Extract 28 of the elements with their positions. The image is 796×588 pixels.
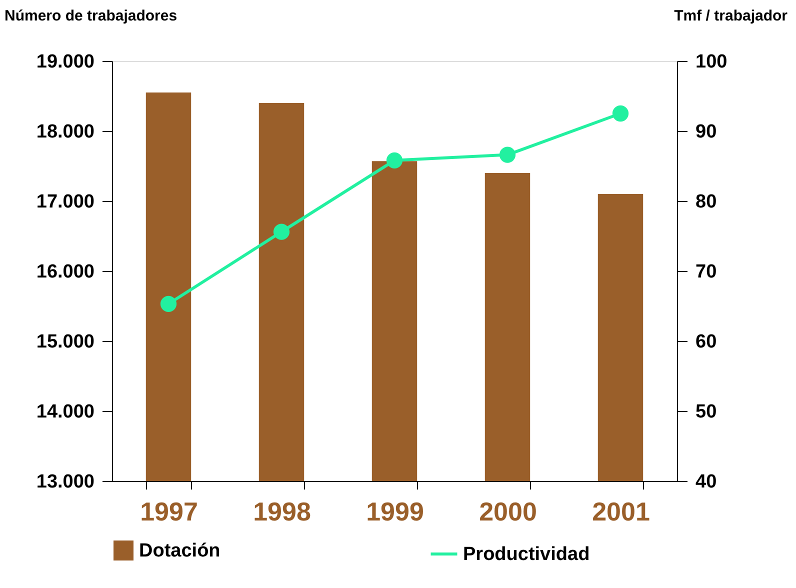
y-tick-label: 19.000	[36, 52, 94, 72]
point	[499, 146, 516, 163]
point	[160, 296, 177, 312]
y-tick-label: 17.000	[36, 192, 94, 212]
legend-label: Dotación	[139, 540, 220, 562]
legend-label: Productividad	[463, 544, 590, 565]
y2-tick-label: 50	[696, 402, 717, 422]
y2-tick-label: 80	[696, 192, 717, 212]
point	[612, 105, 629, 122]
y-tick-label: 15.000	[36, 332, 94, 352]
y-tick-label: 14.000	[36, 402, 94, 422]
y2-tick-label: 70	[696, 262, 717, 282]
point	[273, 224, 290, 240]
y2-tick-label: 60	[696, 332, 717, 352]
x-tick-label: 2000	[479, 496, 537, 526]
y-tick-label: 18.000	[36, 122, 94, 142]
y2-tick-label: 90	[696, 122, 717, 142]
y2-tick-label: 40	[696, 472, 717, 492]
y2-tick-label: 100	[696, 52, 728, 72]
y-axis-title: Número de trabajadores	[4, 8, 178, 24]
point	[386, 152, 403, 168]
x-tick-label: 1999	[366, 496, 424, 526]
x-tick-label: 1997	[140, 496, 198, 526]
x-tick-label: 1998	[253, 496, 311, 526]
y2-axis-title: Tmf / trabajador	[674, 8, 788, 24]
y-tick-label: 13.000	[36, 472, 94, 492]
x-tick-label: 2001	[592, 496, 650, 526]
y-tick-label: 16.000	[36, 262, 94, 282]
